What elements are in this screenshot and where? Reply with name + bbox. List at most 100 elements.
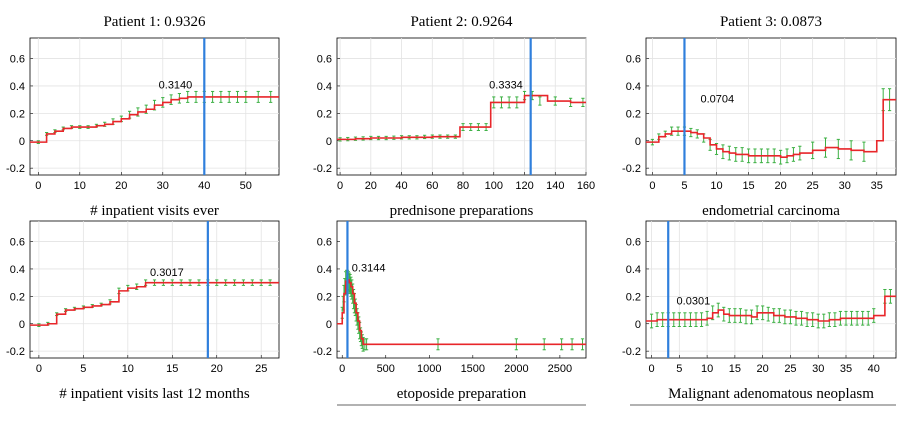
chart-2-plot-area	[336, 37, 587, 176]
chart-1-marker-label: 0.3140	[159, 80, 193, 92]
chart-5-marker-label: 0.3144	[352, 263, 386, 275]
chart-6-step-line	[646, 295, 896, 322]
chart-3-title: Patient 3: 0.0873	[720, 14, 822, 30]
chart-5-ytick-label-0: -0.2	[313, 346, 332, 358]
chart-4-step-line	[30, 281, 279, 326]
chart-2-ytick-label-2: 0.2	[317, 108, 332, 120]
chart-6-errorbar-21	[766, 306, 770, 322]
chart-4-xtick-label-1: 5	[80, 363, 86, 375]
chart-panel-2: 0 20 40 60 80 100 120 140 160 -0.2 0 0.2 0.4 0.6 0.333…	[313, 14, 595, 219]
chart-3-xtick-label-0: 0	[649, 180, 655, 192]
chart-3-xtick-label-4: 20	[774, 180, 786, 192]
chart-4-xtick-label-3: 15	[166, 363, 178, 375]
chart-6-marker-label: 0.0301	[677, 296, 711, 308]
chart-1-xtick-label-4: 40	[198, 180, 210, 192]
chart-5-xtick-label-1: 500	[377, 363, 395, 375]
chart-2-xtick-label-1: 20	[365, 180, 377, 192]
chart-6-xtick-label-8: 40	[868, 363, 880, 375]
chart-3-step-line	[646, 98, 896, 158]
chart-3-xtick-label-1: 5	[681, 180, 687, 192]
chart-6-plot-area	[645, 220, 897, 359]
chart-1-ytick-label-3: 0.4	[10, 81, 25, 93]
chart-4-ytick-label-3: 0.4	[10, 264, 25, 276]
chart-3-xlabel: endometrial carcinoma	[702, 203, 840, 219]
chart-2-xtick-label-3: 60	[426, 180, 438, 192]
chart-2-xtick-label-2: 40	[395, 180, 407, 192]
chart-2-xtick-label-7: 140	[546, 180, 564, 192]
chart-3-ytick-label-4: 0.6	[626, 54, 641, 66]
chart-6-xlabel: Malignant adenomatous neoplasm	[668, 386, 874, 402]
chart-6-ytick-label-4: 0.6	[626, 237, 641, 249]
chart-6-errorbar-17	[744, 309, 748, 325]
chart-4-ytick-label-4: 0.6	[10, 237, 25, 249]
chart-1-xtick-label-5: 50	[240, 180, 252, 192]
chart-5-plot-area	[336, 220, 587, 359]
chart-4-ytick-label-0: -0.2	[6, 346, 25, 358]
chart-2-errorbar-26	[538, 96, 542, 106]
chart-1-xtick-label-3: 30	[157, 180, 169, 192]
chart-4-xtick-label-5: 25	[255, 363, 267, 375]
chart-4-xlabel: # inpatient visits last 12 months	[59, 386, 250, 402]
chart-4-marker-label: 0.3017	[150, 267, 184, 279]
chart-4-xtick-label-0: 0	[36, 363, 42, 375]
chart-3-ytick-label-3: 0.4	[626, 81, 641, 93]
chart-2-ytick-label-4: 0.6	[317, 54, 332, 66]
chart-6-ytick-label-1: 0	[635, 319, 641, 331]
chart-6-xtick-label-5: 25	[784, 363, 796, 375]
chart-5-xlabel: etoposide preparation	[397, 386, 527, 402]
chart-2-ytick-label-1: 0	[326, 136, 332, 148]
chart-1-xlabel: # inpatient visits ever	[90, 203, 219, 219]
chart-4-ytick-label-1: 0	[19, 319, 25, 331]
chart-panel-3: 0 5 10 15 20 25 30 35 -0.2 0 0.2 0.4 0.6 0.0704 Patien…	[622, 14, 897, 219]
chart-panel-6: 0 5 10 15 20 25 30 35 40 -0.2 0 0.2 0.4 0.6 0.0301 Mali…	[622, 220, 897, 402]
chart-2-step-line	[337, 94, 586, 141]
chart-2-xtick-label-8: 160	[577, 180, 595, 192]
chart-4-xtick-label-4: 20	[211, 363, 223, 375]
chart-6-xtick-label-2: 10	[701, 363, 713, 375]
chart-2-xtick-label-0: 0	[337, 180, 343, 192]
chart-6-xtick-label-7: 35	[840, 363, 852, 375]
chart-1-ytick-label-0: -0.2	[6, 163, 25, 175]
chart-5-xtick-label-2: 1000	[417, 363, 441, 375]
chart-5-xtick-label-3: 1500	[461, 363, 485, 375]
chart-panel-1: 0 10 20 30 40 50 -0.2 0 0.2 0.4 0.6 0.3140 Patient 1…	[6, 14, 280, 219]
chart-6-ytick-label-0: -0.2	[622, 346, 641, 358]
chart-6-xtick-label-4: 20	[757, 363, 769, 375]
chart-1-xtick-label-2: 20	[115, 180, 127, 192]
chart-5-xtick-label-5: 2500	[548, 363, 572, 375]
chart-1-ytick-label-4: 0.6	[10, 54, 25, 66]
chart-6-xtick-label-6: 30	[812, 363, 824, 375]
chart-1-ytick-label-2: 0.2	[10, 108, 25, 120]
chart-2-marker-label: 0.3334	[489, 80, 523, 92]
chart-2-xtick-label-5: 100	[485, 180, 503, 192]
chart-2-xtick-label-4: 80	[457, 180, 469, 192]
chart-5-step-line	[337, 279, 586, 346]
chart-3-xtick-label-6: 30	[839, 180, 851, 192]
chart-5-ytick-label-3: 0.4	[317, 264, 332, 276]
chart-3-xtick-label-7: 35	[871, 180, 883, 192]
chart-3-marker-label: 0.0704	[700, 93, 734, 105]
chart-1-xtick-label-0: 0	[35, 180, 41, 192]
chart-6-xtick-label-1: 5	[676, 363, 682, 375]
chart-4-plot-area	[29, 220, 280, 359]
chart-5-ytick-label-2: 0.2	[317, 291, 332, 303]
chart-panel-5: 0 500 1000 1500 2000 2500 -0.2 0 0.2 0.4 0.6 0.3144…	[313, 220, 587, 402]
chart-1-xtick-label-1: 10	[74, 180, 86, 192]
chart-1-title: Patient 1: 0.9326	[103, 14, 206, 30]
chart-5-ytick-label-1: 0	[326, 319, 332, 331]
chart-panel-4: 0 5 10 15 20 25 -0.2 0 0.2 0.4 0.6 0.3017 # inpatien…	[6, 220, 280, 402]
chart-2-xtick-label-6: 120	[515, 180, 533, 192]
chart-2-ytick-label-3: 0.4	[317, 81, 332, 93]
chart-3-ytick-label-2: 0.2	[626, 108, 641, 120]
chart-3-xtick-label-2: 10	[710, 180, 722, 192]
chart-5-xtick-label-4: 2000	[504, 363, 528, 375]
chart-6-ytick-label-3: 0.4	[626, 264, 641, 276]
chart-1-ytick-label-1: 0	[19, 136, 25, 148]
chart-3-ytick-label-1: 0	[635, 136, 641, 148]
chart-1-step-line	[30, 96, 279, 143]
chart-2-title: Patient 2: 0.9264	[410, 14, 513, 30]
chart-4-xtick-label-2: 10	[122, 363, 134, 375]
chart-2-ytick-label-0: -0.2	[313, 163, 332, 175]
chart-3-plot-area	[645, 37, 897, 176]
